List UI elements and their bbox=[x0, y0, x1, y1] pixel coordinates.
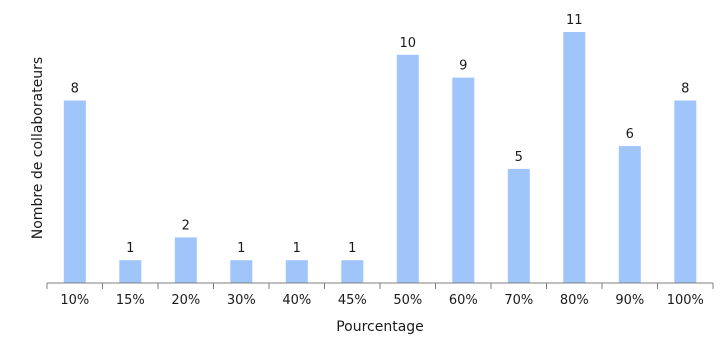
x-tick-label: 70% bbox=[504, 293, 533, 308]
bar-20pct bbox=[174, 237, 197, 283]
data-label: 1 bbox=[126, 241, 134, 256]
data-label: 9 bbox=[459, 59, 467, 74]
bar-45pct bbox=[341, 260, 364, 283]
bar-90pct bbox=[618, 146, 641, 283]
bar-30pct bbox=[230, 260, 253, 283]
bar-50pct bbox=[396, 54, 419, 283]
data-label: 1 bbox=[348, 241, 356, 256]
x-tick-label: 45% bbox=[338, 293, 367, 308]
bar-100pct bbox=[674, 100, 697, 283]
x-tick-label: 40% bbox=[282, 293, 311, 308]
x-tick-label: 15% bbox=[116, 293, 145, 308]
x-tick-label: 60% bbox=[449, 293, 478, 308]
data-label: 8 bbox=[681, 82, 689, 97]
x-tick-label: 80% bbox=[560, 293, 589, 308]
data-label: 5 bbox=[515, 150, 523, 165]
x-tick-label: 90% bbox=[615, 293, 644, 308]
data-label: 2 bbox=[182, 218, 190, 233]
x-axis-ticks bbox=[46, 283, 714, 289]
bar-40pct bbox=[285, 260, 308, 283]
x-axis-title: Pourcentage bbox=[336, 319, 424, 335]
bar-10pct bbox=[63, 100, 86, 283]
x-tick-label: 50% bbox=[393, 293, 422, 308]
data-label: 1 bbox=[293, 241, 301, 256]
bar-60pct bbox=[452, 77, 475, 283]
x-axis-tick-labels: 10% 15% 20% 30% 40% 45% 50% 60% 70% 80% 90% 100% bbox=[60, 293, 704, 308]
data-label: 10 bbox=[400, 36, 417, 51]
x-tick-label: 20% bbox=[171, 293, 200, 308]
y-axis-title: Nombre de collaborateurs bbox=[30, 57, 46, 239]
x-tick-label: 100% bbox=[667, 293, 704, 308]
bar-70pct bbox=[507, 168, 530, 283]
bar-80pct bbox=[563, 32, 586, 283]
bar-15pct bbox=[119, 260, 142, 283]
x-tick-label: 30% bbox=[227, 293, 256, 308]
data-label: 11 bbox=[566, 13, 583, 28]
x-tick-label: 10% bbox=[60, 293, 89, 308]
data-label: 8 bbox=[71, 82, 79, 97]
data-label: 1 bbox=[237, 241, 245, 256]
data-label: 6 bbox=[626, 127, 634, 142]
bars-layer bbox=[63, 32, 697, 283]
